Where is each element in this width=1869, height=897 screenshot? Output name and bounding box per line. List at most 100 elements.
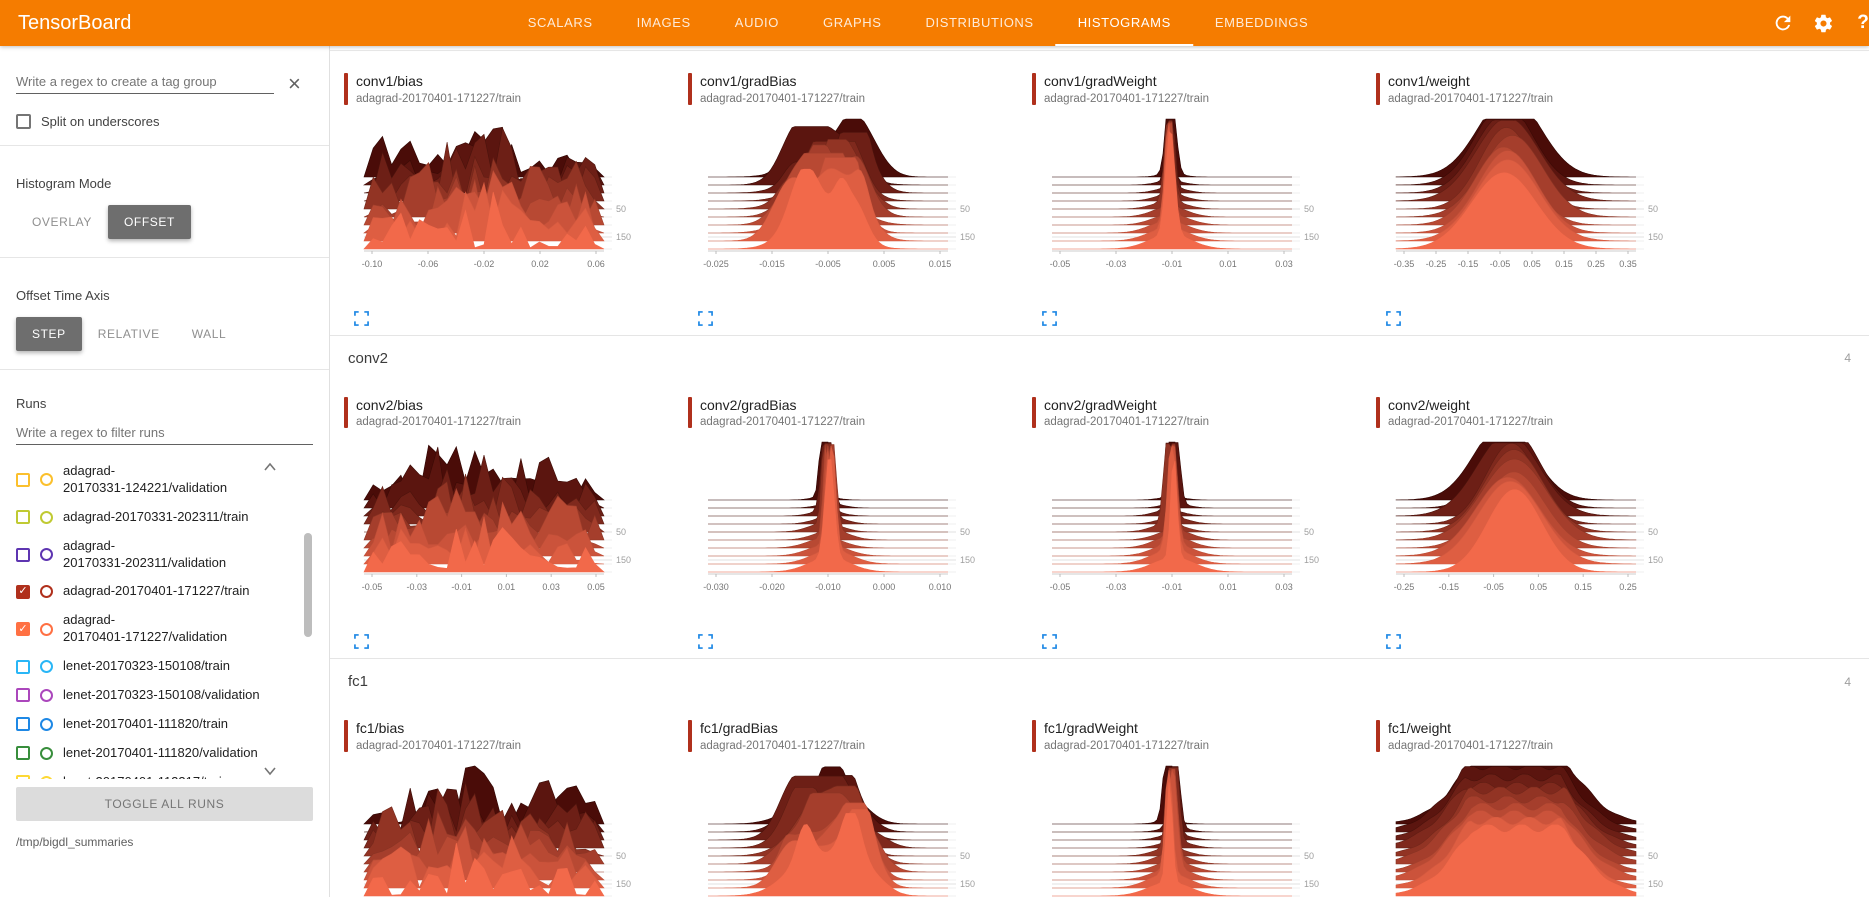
run-checkbox[interactable]: ✓ (16, 584, 30, 599)
svg-text:0.01: 0.01 (1219, 582, 1237, 592)
runs-filter-input[interactable] (16, 421, 313, 445)
run-row[interactable]: lenet-20170323-150108/validation (16, 681, 313, 710)
histogram-chart: 50 150 (708, 766, 975, 896)
svg-text:-0.05: -0.05 (1050, 259, 1071, 269)
run-checkbox[interactable] (16, 472, 30, 487)
section-card-count: 4 (1844, 351, 1851, 365)
split-underscores-row[interactable]: Split on underscores (16, 114, 313, 129)
run-row[interactable]: adagrad-20170331-202311/train (16, 503, 313, 532)
section-header-fc1[interactable]: fc1 4 (330, 658, 1869, 704)
run-checkbox[interactable] (16, 688, 30, 703)
run-row[interactable]: lenet-20170401-112317/train (16, 768, 313, 779)
histogram-card: conv2/weight adagrad-20170401-171227/trai… (1376, 396, 1706, 653)
top-divider (330, 50, 1869, 51)
run-row[interactable]: lenet-20170401-111820/train (16, 710, 313, 739)
scroll-down-icon[interactable] (263, 763, 277, 776)
svg-text:150: 150 (1648, 555, 1663, 565)
svg-text:50: 50 (960, 851, 970, 861)
svg-text:50: 50 (616, 851, 626, 861)
svg-text:-0.025: -0.025 (703, 259, 729, 269)
run-color-bar (688, 720, 692, 752)
tab-histograms[interactable]: HISTOGRAMS (1055, 0, 1193, 46)
svg-text:-0.03: -0.03 (407, 582, 428, 592)
run-color-circle (40, 585, 53, 599)
run-checkbox[interactable] (16, 717, 30, 732)
run-checkbox[interactable] (16, 510, 30, 525)
tab-scalars[interactable]: SCALARS (527, 14, 593, 30)
histogram-card: conv2/bias adagrad-20170401-171227/train 5… (344, 396, 674, 653)
expand-icon[interactable] (1386, 634, 1404, 652)
svg-text:50: 50 (1648, 204, 1658, 214)
run-row[interactable]: ✓ adagrad-20170401-171227/train (16, 577, 313, 606)
toggle-all-runs-button[interactable]: TOGGLE ALL RUNS (16, 787, 313, 821)
axis-step[interactable]: STEP (16, 317, 82, 351)
svg-text:0.15: 0.15 (1574, 582, 1592, 592)
close-icon[interactable]: × (288, 71, 301, 96)
run-row[interactable]: ✓ adagrad- 20170401-171227/validation (16, 606, 313, 652)
run-color-circle (40, 622, 53, 636)
svg-text:150: 150 (1304, 555, 1319, 565)
run-color-bar (344, 720, 348, 752)
expand-icon[interactable] (354, 310, 372, 329)
nav-tabs: SCALARS IMAGES AUDIO GRAPHS DISTRIBUTIONS HIS… (506, 0, 1331, 46)
svg-text:50: 50 (960, 204, 970, 214)
refresh-icon[interactable] (1771, 11, 1795, 35)
run-row[interactable]: adagrad- 20170331-124221/validation (16, 457, 313, 503)
expand-icon[interactable] (354, 634, 372, 652)
mode-offset[interactable]: OFFSET (108, 205, 191, 239)
histogram-card: fc1/gradBias adagrad-20170401-171227/trai… (688, 720, 1018, 897)
svg-text:0.01: 0.01 (1219, 259, 1237, 269)
run-row[interactable]: lenet-20170401-111820/validation (16, 739, 313, 768)
axis-relative[interactable]: RELATIVE (82, 317, 176, 351)
settings-gear-icon[interactable] (1811, 11, 1835, 35)
run-color-circle (40, 746, 53, 760)
run-checkbox[interactable] (16, 659, 30, 674)
scroll-up-icon[interactable] (263, 459, 277, 471)
tab-embeddings[interactable]: EMBEDDINGS (1214, 14, 1309, 30)
histogram-card: fc1/weight adagrad-20170401-171227/train 5… (1376, 720, 1706, 897)
svg-text:0.03: 0.03 (1275, 582, 1293, 592)
run-checkbox[interactable] (16, 547, 30, 562)
log-directory-path: /tmp/bigdl_summaries (16, 835, 134, 849)
run-row[interactable]: lenet-20170323-150108/train (16, 652, 313, 681)
run-checkbox[interactable] (16, 746, 30, 761)
app-header: TensorBoard SCALARS IMAGES AUDIO GRAPHS DIST… (0, 0, 1869, 46)
expand-icon[interactable] (698, 310, 716, 329)
expand-icon[interactable] (698, 634, 716, 652)
run-checkbox[interactable] (16, 775, 30, 779)
histogram-mode-options: OVERLAY OFFSET (16, 205, 313, 239)
run-row[interactable]: adagrad- 20170331-202311/validation (16, 532, 313, 578)
axis-wall[interactable]: WALL (176, 317, 243, 351)
section-header-conv2[interactable]: conv2 4 (330, 334, 1869, 381)
section-card-count: 4 (1844, 674, 1851, 689)
card-run-name: adagrad-20170401-171227/train (700, 416, 865, 428)
card-run-name: adagrad-20170401-171227/train (356, 739, 521, 752)
card-run-name: adagrad-20170401-171227/train (700, 739, 865, 752)
run-label: lenet-20170401-111820/validation (63, 744, 258, 760)
svg-text:0.000: 0.000 (873, 582, 896, 592)
svg-text:-0.05: -0.05 (1490, 259, 1511, 269)
tab-distributions[interactable]: DISTRIBUTIONS (925, 14, 1034, 30)
expand-icon[interactable] (1042, 634, 1060, 652)
tag-filter-input[interactable] (16, 70, 274, 94)
run-checkbox[interactable]: ✓ (16, 622, 30, 637)
runs-scrollbar-thumb[interactable] (304, 533, 312, 637)
svg-text:50: 50 (1648, 851, 1658, 861)
tab-audio[interactable]: AUDIO (734, 14, 779, 30)
svg-text:0.06: 0.06 (587, 259, 605, 269)
card-title: conv1/weight (1388, 73, 1470, 89)
tab-images[interactable]: IMAGES (636, 14, 691, 30)
expand-icon[interactable] (1042, 310, 1060, 329)
card-run-name: adagrad-20170401-171227/train (1388, 739, 1553, 752)
expand-icon[interactable] (1386, 310, 1404, 329)
offset-time-axis-options: STEP RELATIVE WALL (16, 317, 313, 351)
mode-overlay[interactable]: OVERLAY (16, 205, 108, 239)
tab-graphs[interactable]: GRAPHS (822, 14, 882, 30)
svg-text:50: 50 (1304, 851, 1314, 861)
run-label: adagrad- 20170401-171227/validation (63, 612, 228, 645)
svg-text:50: 50 (1304, 527, 1314, 537)
split-underscores-checkbox[interactable] (16, 114, 31, 129)
help-icon[interactable]: ? (1857, 12, 1869, 33)
svg-text:-0.05: -0.05 (1483, 582, 1504, 592)
histogram-card: conv1/bias adagrad-20170401-171227/train 5… (344, 73, 674, 329)
